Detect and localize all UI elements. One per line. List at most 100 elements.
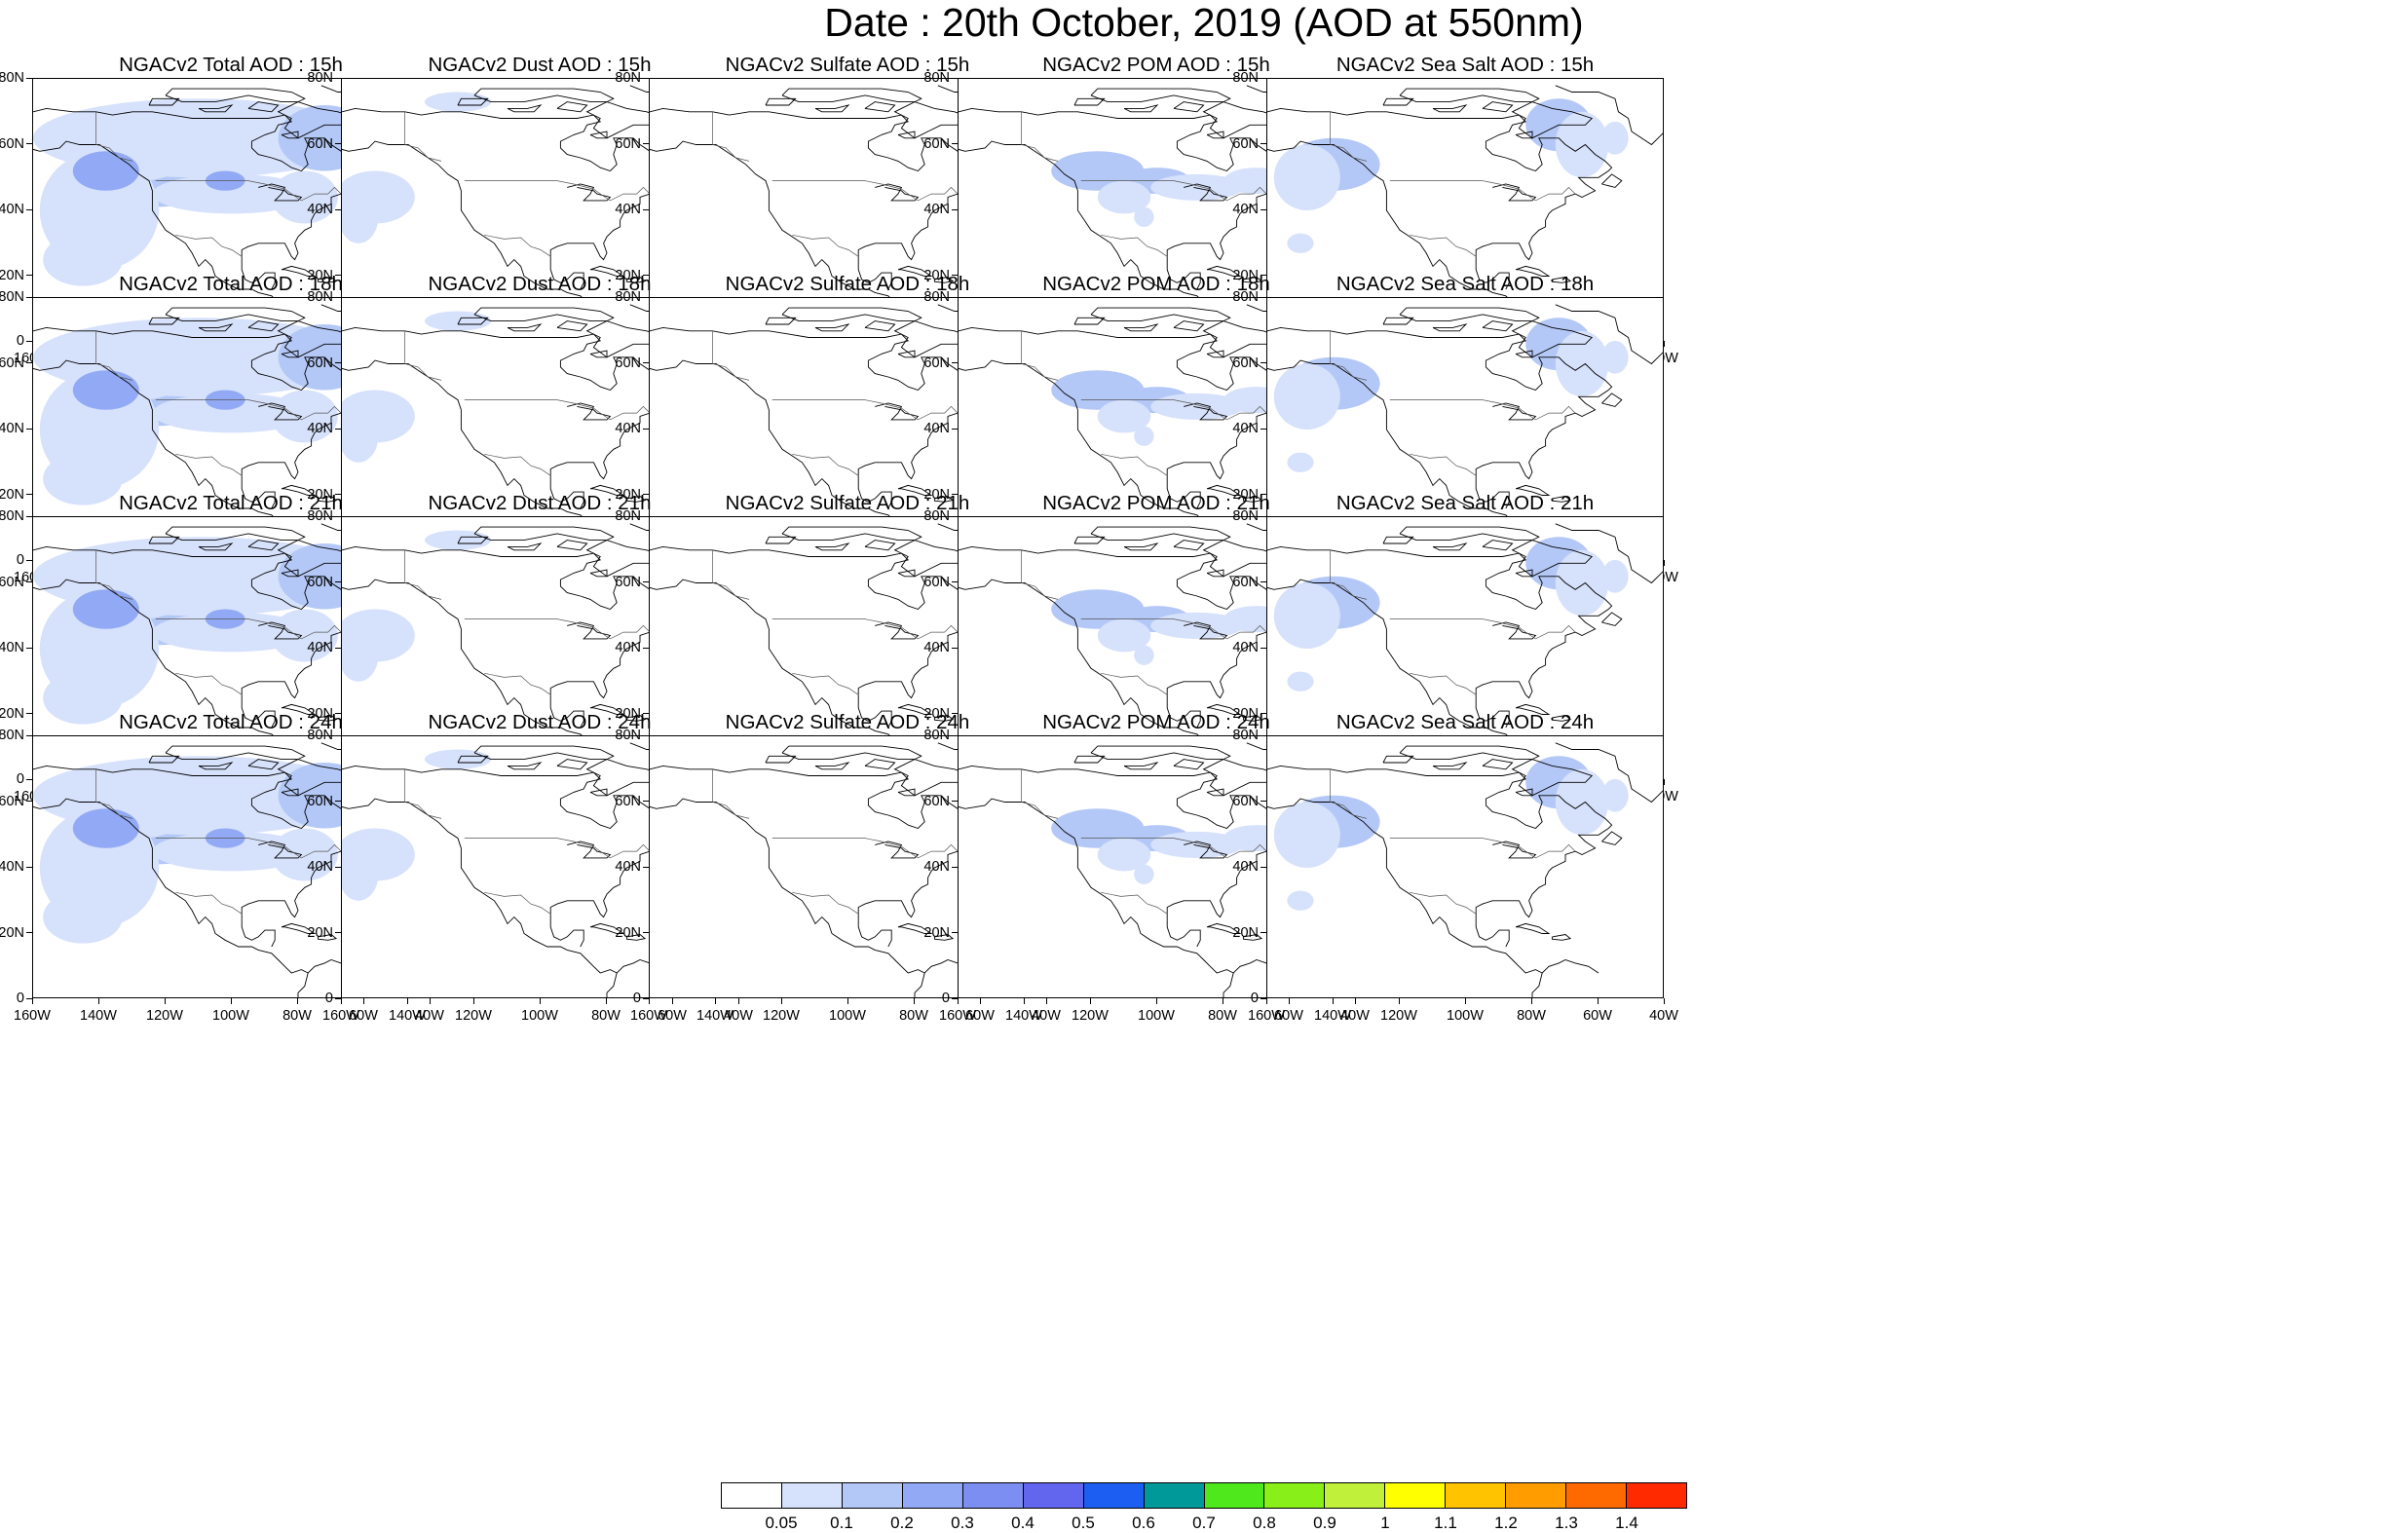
coastline bbox=[165, 307, 306, 322]
x-tick-mark bbox=[1597, 998, 1599, 1004]
panel-title: NGACv2 Total AOD : 24h bbox=[119, 711, 343, 733]
y-tick-mark bbox=[26, 801, 32, 802]
coastline bbox=[893, 540, 976, 578]
y-tick-label: 80N bbox=[1232, 728, 1259, 743]
y-tick-label: 0 bbox=[1250, 991, 1259, 1006]
panel-title: NGACv2 Sulfate AOD : 21h bbox=[725, 492, 970, 514]
x-tick-mark bbox=[296, 998, 298, 1004]
aod-shading-region bbox=[425, 311, 491, 331]
x-tick-mark bbox=[1265, 998, 1267, 1004]
y-tick-mark bbox=[26, 208, 32, 210]
coastline bbox=[1123, 104, 1159, 113]
coastline bbox=[198, 104, 234, 113]
aod-shading-region bbox=[1097, 618, 1151, 653]
y-tick-mark bbox=[643, 997, 649, 999]
coastline bbox=[1267, 798, 1599, 974]
coastline bbox=[1202, 759, 1285, 797]
coastline bbox=[585, 101, 668, 139]
y-tick-mark bbox=[26, 647, 32, 649]
x-tick-label: 120W bbox=[146, 1008, 183, 1024]
y-tick-mark bbox=[335, 296, 341, 298]
panel-title: NGACv2 Sea Salt AOD : 18h bbox=[1336, 273, 1595, 295]
coastline bbox=[1492, 621, 1537, 640]
aod-shading-region bbox=[1097, 399, 1151, 433]
country-border bbox=[771, 618, 959, 640]
coastline bbox=[897, 350, 916, 358]
coastline bbox=[556, 540, 588, 551]
panel-title: NGACv2 POM AOD : 21h bbox=[1042, 492, 1270, 514]
aod-shading-region bbox=[1601, 121, 1629, 155]
y-tick-mark bbox=[952, 208, 958, 210]
y-tick-label: 80N bbox=[923, 508, 950, 524]
country-border bbox=[155, 399, 342, 421]
aod-shading-region bbox=[342, 190, 379, 243]
coastline bbox=[1184, 183, 1228, 202]
coastline bbox=[165, 88, 306, 103]
coastline bbox=[589, 131, 608, 139]
coastline bbox=[1551, 715, 1572, 722]
coastline bbox=[1399, 745, 1540, 761]
coastline bbox=[1242, 277, 1263, 283]
coastline bbox=[258, 402, 303, 421]
coastline bbox=[549, 475, 584, 509]
y-tick-mark bbox=[643, 932, 649, 933]
coastline bbox=[875, 841, 920, 859]
coastline bbox=[1601, 612, 1623, 626]
panel-title: NGACv2 Sulfate AOD : 15h bbox=[725, 54, 970, 76]
coastline bbox=[1123, 542, 1159, 551]
country-border bbox=[792, 891, 859, 915]
coastline bbox=[1223, 972, 1234, 997]
coastline bbox=[933, 715, 955, 722]
y-tick-mark bbox=[1260, 296, 1266, 298]
coastline bbox=[1382, 755, 1414, 764]
coastline bbox=[317, 277, 338, 283]
aod-shading-region bbox=[1273, 144, 1340, 210]
x-tick-mark bbox=[1663, 341, 1665, 347]
x-tick-mark bbox=[1354, 998, 1356, 1004]
y-tick-mark bbox=[26, 581, 32, 582]
panel-title: NGACv2 Sulfate AOD : 24h bbox=[725, 711, 970, 733]
coastline bbox=[585, 540, 668, 578]
y-tick-mark bbox=[952, 428, 958, 430]
y-tick-mark bbox=[335, 208, 341, 210]
y-tick-label: 20N bbox=[1232, 705, 1259, 722]
y-tick-mark bbox=[335, 932, 341, 933]
coastline bbox=[875, 183, 920, 202]
x-tick-mark bbox=[1663, 779, 1665, 785]
y-tick-label: 80N bbox=[923, 289, 950, 305]
coastline bbox=[567, 841, 612, 859]
x-tick-label: 60W bbox=[1274, 1008, 1303, 1024]
colorbar-swatch bbox=[1144, 1483, 1205, 1508]
country-border bbox=[1410, 672, 1477, 695]
x-tick-label: 80W bbox=[899, 1008, 928, 1024]
aod-shading-region bbox=[1287, 233, 1314, 253]
y-tick-label: 20N bbox=[0, 267, 24, 283]
y-tick-mark bbox=[952, 143, 958, 144]
y-tick-mark bbox=[26, 143, 32, 144]
y-tick-label: 40N bbox=[307, 202, 333, 217]
panel-title: NGACv2 Dust AOD : 24h bbox=[428, 711, 652, 733]
y-tick-mark bbox=[335, 77, 341, 79]
coastline bbox=[1166, 914, 1201, 948]
y-tick-mark bbox=[1260, 932, 1266, 933]
coastline bbox=[589, 703, 625, 715]
x-tick-label: 60W bbox=[349, 1008, 378, 1024]
y-tick-mark bbox=[952, 932, 958, 933]
coastline bbox=[589, 350, 608, 358]
y-tick-label: 20N bbox=[307, 486, 333, 503]
country-border bbox=[464, 838, 651, 859]
y-tick-label: 40N bbox=[0, 421, 24, 436]
coastline bbox=[241, 475, 276, 509]
colorbar-swatch bbox=[1446, 1483, 1507, 1508]
country-border bbox=[1080, 618, 1267, 640]
y-tick-mark bbox=[335, 428, 341, 430]
x-tick-mark bbox=[1663, 560, 1665, 566]
country-border bbox=[712, 768, 750, 819]
coastline bbox=[893, 759, 976, 797]
y-tick-label: 40N bbox=[307, 640, 333, 655]
y-tick-mark bbox=[1260, 713, 1266, 714]
coastline bbox=[1515, 484, 1551, 496]
y-tick-label: 40N bbox=[307, 859, 333, 875]
y-tick-label: 80N bbox=[615, 70, 641, 86]
coastline bbox=[914, 972, 925, 997]
